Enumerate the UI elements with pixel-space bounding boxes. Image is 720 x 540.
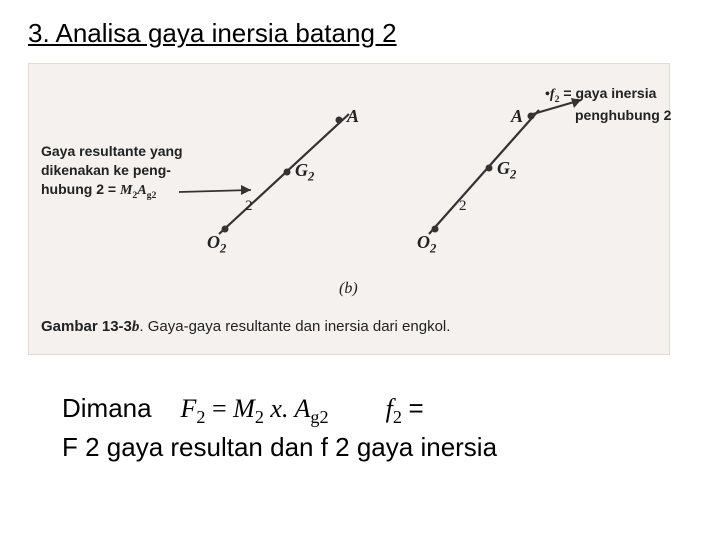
formula-M: M: [233, 394, 255, 423]
formula-A-sub: g2: [310, 407, 328, 427]
left-caption-line3: hubung 2 = M2Ag2: [41, 180, 183, 202]
formula-f: f: [386, 394, 393, 423]
formula-Ag2: Ag2: [288, 394, 335, 423]
left-caption-line3-a2: A: [137, 183, 146, 198]
label-right-bar-num: 2: [459, 198, 467, 215]
label-left-G-sub: 2: [308, 170, 314, 184]
bottom-text-line: F 2 gaya resultan dan f 2 gaya inersia: [62, 432, 692, 463]
formula-eq: =: [212, 394, 233, 423]
label-right-O: O2: [417, 232, 436, 257]
figure-scan: A G2 2 O2 A G2 2 O2 Gaya resultante yang…: [28, 63, 670, 355]
formula-A: A: [295, 394, 311, 423]
label-left-bar-num: 2: [245, 198, 253, 215]
label-left-O-letter: O: [207, 232, 220, 252]
formula-F: F: [181, 394, 197, 423]
label-left-O: O2: [207, 232, 226, 257]
formula-M2: M2: [233, 394, 270, 423]
label-left-G-letter: G: [295, 160, 308, 180]
left-caption-line3-m: M: [120, 183, 132, 198]
right-caption-line2: penghubung 2: [545, 106, 685, 125]
label-left-A: A: [347, 106, 359, 127]
left-caption-line2: dikenakan ke peng-: [41, 161, 183, 180]
label-right-O-sub: 2: [430, 242, 436, 256]
figure-caption-a: Gambar 13-3: [41, 318, 132, 335]
formula-M-sub: 2: [255, 407, 264, 427]
equals-end: =: [408, 393, 423, 423]
label-right-A: A: [511, 106, 523, 127]
label-right-G-letter: G: [497, 158, 510, 178]
left-caption-line3-a: hubung 2 =: [41, 181, 120, 197]
label-left-G: G2: [295, 160, 314, 185]
label-right-G-sub: 2: [510, 168, 516, 182]
dimana-line: Dimana F2 = M2 x. Ag2 f2 =: [62, 393, 692, 428]
formula-f-sub: 2: [393, 407, 402, 427]
formula-F2: F2: [181, 394, 212, 423]
label-right-O-letter: O: [417, 232, 430, 252]
right-caption-eq: = gaya inersia: [559, 85, 656, 101]
left-caption-line3-sub2: g2: [147, 190, 157, 201]
label-right-G: G2: [497, 158, 516, 183]
formula-f2-small: f2: [386, 394, 409, 423]
figure-caption-c: . Gaya-gaya resultante dan inersia dari …: [139, 318, 450, 335]
left-caption-line1: Gaya resultante yang: [41, 142, 183, 161]
right-caption-block: •f2 = gaya inersia penghubung 2: [545, 84, 685, 125]
left-caption-block: Gaya resultante yang dikenakan ke peng- …: [41, 142, 183, 202]
formula-F-sub: 2: [196, 407, 205, 427]
section-heading: 3. Analisa gaya inersia batang 2: [28, 18, 692, 49]
formula-x: x.: [270, 394, 288, 423]
label-left-O-sub: 2: [220, 242, 226, 256]
panel-label: (b): [339, 280, 358, 298]
figure-caption: Gambar 13-3b. Gaya-gaya resultante dan i…: [41, 318, 450, 336]
dimana-word: Dimana: [62, 393, 152, 423]
right-caption-line1: •f2 = gaya inersia: [545, 84, 685, 106]
